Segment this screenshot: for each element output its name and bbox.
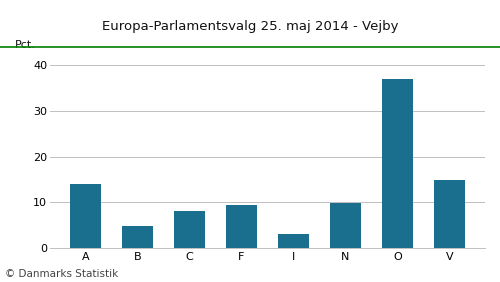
Bar [434, 180, 465, 248]
Bar [122, 226, 153, 248]
Bar [278, 234, 309, 248]
Bar [70, 184, 101, 248]
Text: © Danmarks Statistik: © Danmarks Statistik [5, 269, 118, 279]
Text: Pct.: Pct. [15, 40, 36, 50]
Bar [174, 211, 205, 248]
Bar [226, 205, 257, 248]
Bar [382, 79, 413, 248]
Bar [330, 203, 361, 248]
Text: Europa-Parlamentsvalg 25. maj 2014 - Vejby: Europa-Parlamentsvalg 25. maj 2014 - Vej… [102, 20, 398, 33]
